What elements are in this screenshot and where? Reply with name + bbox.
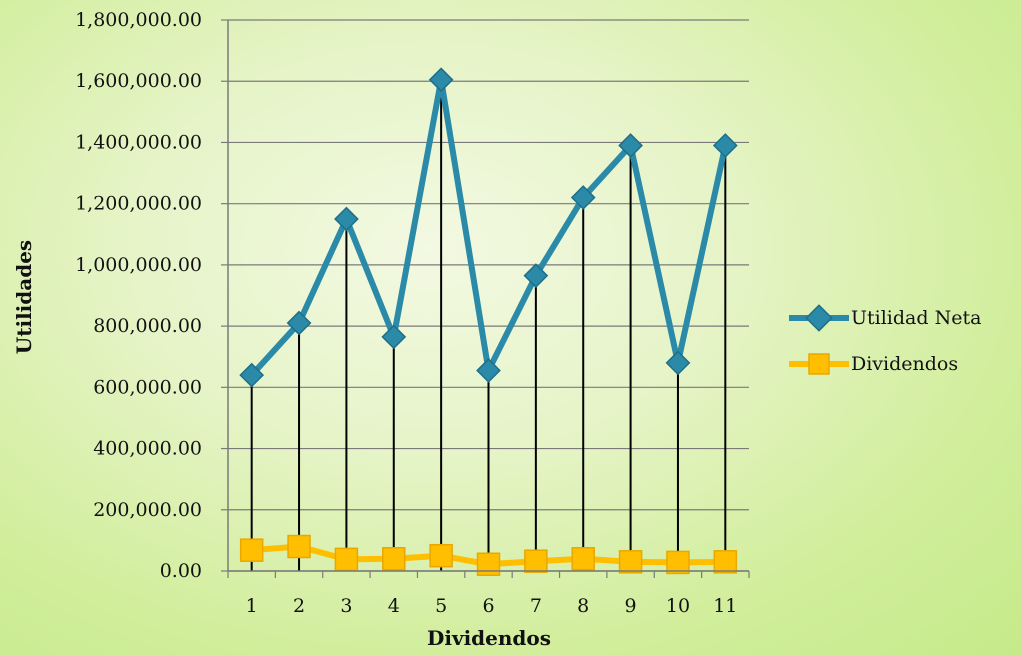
- data-point-dividendos: [287, 534, 311, 559]
- series-line-utilidad-neta: [249, 76, 729, 378]
- data-point-dividendos: [476, 552, 501, 577]
- data-point-utilidad-neta: [428, 67, 454, 93]
- x-axis-title: Dividendos: [427, 626, 551, 650]
- x-tick-label: 1: [246, 595, 258, 617]
- y-tick-label: 1,600,000.00: [75, 70, 202, 92]
- x-tick-label: 3: [340, 595, 352, 617]
- data-point-utilidad-neta: [381, 324, 407, 350]
- x-tick-label: 11: [713, 595, 737, 617]
- data-point-utilidad-neta: [286, 310, 312, 336]
- y-tick-label: 800,000.00: [93, 315, 202, 337]
- x-tick-label: 2: [293, 595, 305, 617]
- legend-marker-utilidad-neta: [805, 304, 833, 332]
- axes: [227, 20, 749, 572]
- x-axis-ticks: 1 2 3 4 5 6 7 8 9 10 11: [227, 571, 750, 617]
- x-tick-label: 9: [625, 595, 637, 617]
- data-point-dividendos: [524, 549, 548, 573]
- gridlines: [221, 19, 749, 572]
- x-tick-label: 6: [482, 595, 494, 617]
- series-utilidad-neta: [239, 67, 738, 388]
- series-layer: [239, 67, 738, 577]
- legend: Utilidad Neta Dividendos: [789, 304, 981, 375]
- y-tick-label: 1,200,000.00: [75, 193, 202, 215]
- legend-item-utilidad-neta: Utilidad Neta: [789, 304, 981, 332]
- data-point-utilidad-neta: [523, 263, 549, 288]
- legend-label-dividendos: Dividendos: [851, 353, 958, 375]
- y-tick-label: 0.00: [160, 560, 202, 582]
- drop-lines: [250, 79, 727, 571]
- y-axis-title: Utilidades: [12, 240, 36, 354]
- x-tick-label: 7: [530, 595, 542, 617]
- legend-label-utilidad-neta: Utilidad Neta: [851, 307, 981, 329]
- legend-marker-dividendos: [808, 353, 830, 375]
- data-point-utilidad-neta: [618, 133, 643, 158]
- data-point-dividendos: [666, 550, 690, 575]
- data-point-dividendos: [334, 547, 359, 572]
- y-tick-label: 200,000.00: [93, 499, 202, 521]
- x-tick-label: 4: [388, 595, 400, 617]
- data-point-dividendos: [713, 550, 738, 574]
- data-point-dividendos: [571, 547, 595, 571]
- data-point-dividendos: [382, 547, 406, 571]
- x-tick-label: 8: [577, 595, 589, 617]
- data-point-utilidad-neta: [712, 133, 738, 158]
- x-tick-label: 10: [666, 595, 690, 617]
- data-point-dividendos: [618, 550, 643, 574]
- y-tick-label: 1,800,000.00: [75, 9, 202, 31]
- data-point-utilidad-neta: [476, 358, 501, 383]
- data-point-dividendos: [239, 538, 264, 562]
- legend-item-dividendos: Dividendos: [789, 353, 958, 375]
- data-point-utilidad-neta: [665, 350, 691, 376]
- y-tick-label: 1,000,000.00: [75, 254, 202, 276]
- series-dividendos: [239, 534, 738, 577]
- data-point-dividendos: [429, 543, 453, 568]
- y-tick-label: 400,000.00: [93, 438, 202, 460]
- data-point-utilidad-neta: [239, 362, 265, 388]
- y-axis-ticks: 0.00 200,000.00 400,000.00 600,000.00 800,00…: [75, 9, 202, 582]
- y-tick-label: 600,000.00: [93, 376, 202, 398]
- data-point-utilidad-neta: [570, 185, 596, 210]
- y-tick-label: 1,400,000.00: [75, 131, 202, 153]
- x-tick-label: 5: [435, 595, 447, 617]
- data-point-utilidad-neta: [334, 206, 359, 232]
